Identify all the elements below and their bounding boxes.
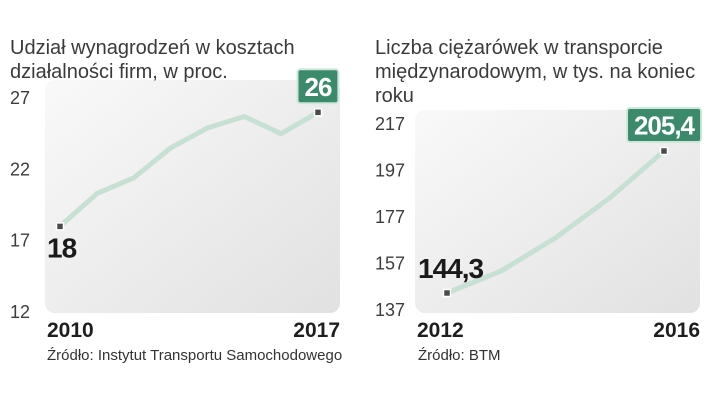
end-value-badge: 26 bbox=[296, 68, 340, 105]
data-point bbox=[94, 191, 100, 197]
y-tick-label: 217 bbox=[375, 114, 405, 134]
data-point bbox=[607, 195, 613, 201]
data-point bbox=[168, 145, 174, 151]
data-point bbox=[278, 131, 284, 137]
x-tick-label: 2010 bbox=[47, 319, 94, 342]
data-point bbox=[131, 175, 137, 181]
start-point-marker bbox=[55, 222, 65, 231]
line-chart-2: 217 197 177 157 137 144,3 2012 2016 205,4 bbox=[375, 107, 703, 342]
start-value-label: 18 bbox=[47, 232, 77, 263]
data-point bbox=[498, 268, 504, 274]
x-tick-label: 2017 bbox=[293, 319, 340, 342]
plot-background bbox=[415, 110, 700, 313]
x-tick-label: 2012 bbox=[417, 319, 464, 342]
data-line bbox=[57, 109, 321, 229]
y-tick-label: 157 bbox=[375, 254, 405, 274]
y-tick-label: 22 bbox=[10, 159, 30, 179]
y-tick-label: 12 bbox=[10, 302, 30, 322]
chart-title-wages: Udział wynagrodzeń w kosztach działalnoś… bbox=[10, 36, 295, 84]
data-point bbox=[204, 125, 210, 131]
y-tick-label: 137 bbox=[375, 300, 405, 320]
end-value-badge-box bbox=[296, 68, 340, 105]
source-note-wages: Źródło: Instytut Transportu Samochodoweg… bbox=[47, 347, 343, 364]
end-point-marker bbox=[313, 108, 323, 117]
y-tick-label: 27 bbox=[10, 88, 30, 108]
chart-title-line: Udział wynagrodzeń w kosztach bbox=[10, 37, 295, 59]
chart-title-line: działalności firm, w proc. bbox=[10, 61, 228, 83]
y-tick-label: 197 bbox=[375, 161, 405, 181]
x-tick-label: 2016 bbox=[653, 319, 700, 342]
chart-title-trucks: Liczba ciężarówek w transporcie międzyna… bbox=[375, 36, 695, 108]
chart-title-line: roku bbox=[375, 85, 414, 107]
end-value-label: 205,4 bbox=[634, 111, 696, 141]
end-value-label: 26 bbox=[305, 72, 332, 102]
plot-background bbox=[45, 80, 340, 313]
start-point-marker bbox=[442, 288, 452, 298]
line-chart-1: 27 22 17 12 18 2010 2017 26 bbox=[10, 68, 340, 342]
data-point bbox=[241, 114, 247, 119]
end-point-marker bbox=[659, 146, 669, 156]
chart-title-line: Liczba ciężarówek w transporcie bbox=[375, 37, 663, 59]
start-value-label: 144,3 bbox=[418, 253, 483, 284]
chart-title-line: międzynarodowym, w tys. na koniec bbox=[375, 61, 696, 83]
y-tick-label: 177 bbox=[375, 207, 405, 227]
y-tick-label: 17 bbox=[10, 231, 30, 251]
end-value-badge-box bbox=[626, 107, 703, 143]
source-note-trucks: Źródło: BTM bbox=[418, 347, 501, 364]
data-point bbox=[553, 235, 558, 241]
end-value-badge: 205,4 bbox=[626, 107, 703, 143]
